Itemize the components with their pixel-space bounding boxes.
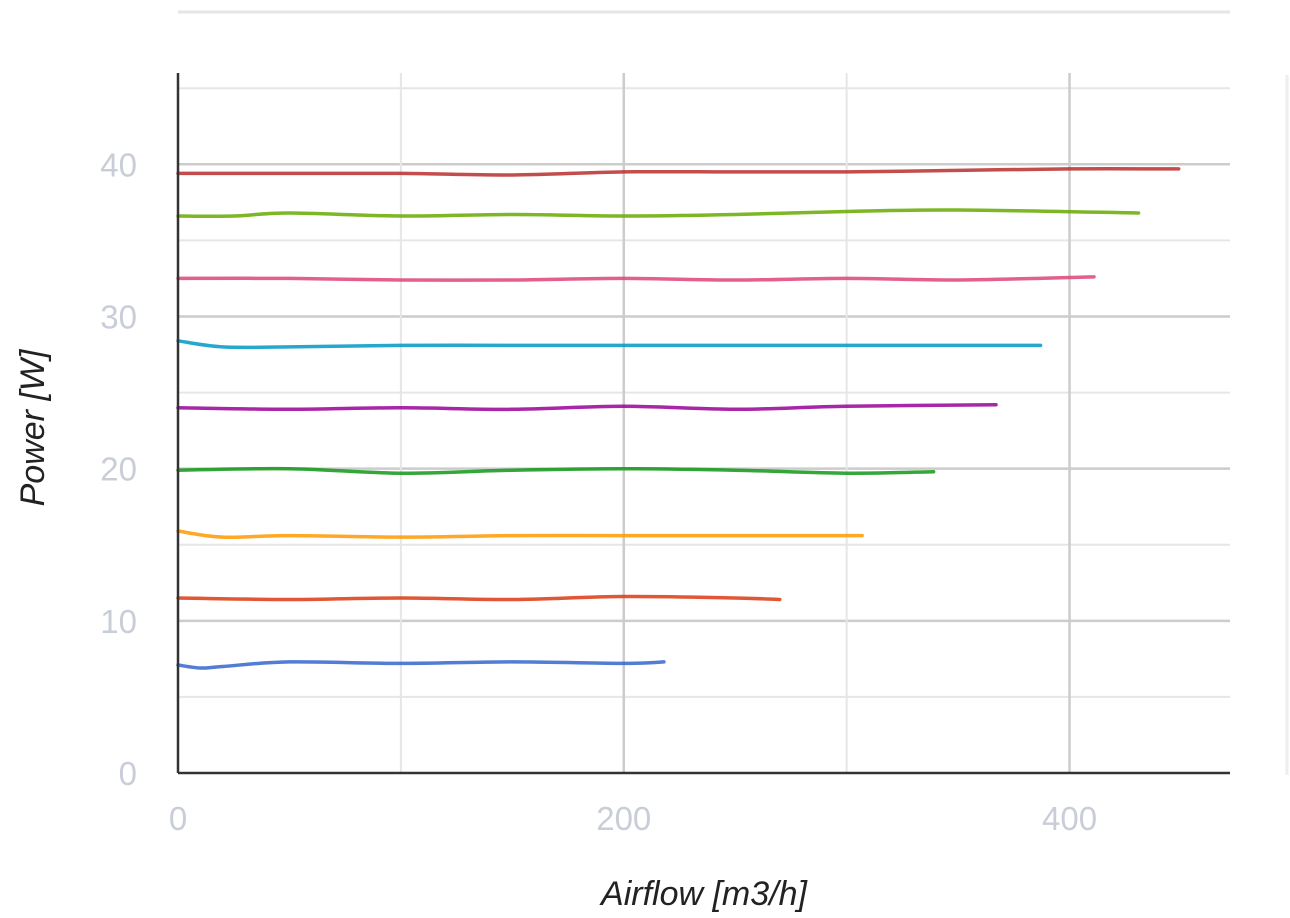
series-line-2 [176,594,782,602]
series-line-4 [176,466,936,475]
y-tick-label: 0 [119,755,137,792]
y-tick-label: 30 [100,298,137,335]
series-line-8 [176,208,1141,219]
x-tick-label: 200 [596,800,651,837]
y-tick-label: 20 [100,451,137,488]
series-line-1 [176,660,666,670]
series-line-3 [176,529,864,540]
y-tick-label: 40 [100,146,137,183]
series-line-9 [176,167,1181,177]
x-tick-label: 0 [169,800,187,837]
series-layer [176,167,1181,670]
y-tick-label: 10 [100,603,137,640]
grid [178,73,1230,773]
y-axis-title: Power [W] [14,348,52,506]
series-line-5 [176,402,998,412]
axes [176,73,1230,775]
series-line-6 [176,339,1043,350]
x-tick-label: 400 [1042,800,1097,837]
series-line-7 [176,275,1096,282]
x-axis-title: Airflow [m3/h] [599,875,808,913]
